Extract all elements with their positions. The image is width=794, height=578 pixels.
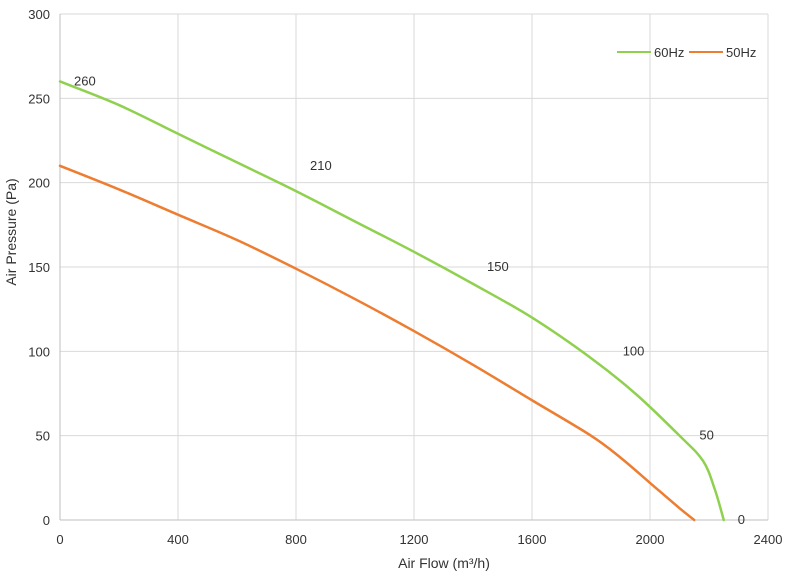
x-tick-label: 1600 [518, 532, 547, 547]
y-tick-label: 250 [28, 91, 50, 106]
grid [60, 13, 769, 520]
tick-labels: 0 400 800 1200 1600 2000 2400 0 50 100 150 200 250 30… [28, 7, 782, 547]
y-axis-title: Air Pressure (Pa) [3, 178, 19, 285]
series-line-60hz [58, 80, 725, 522]
y-tick-label: 200 [28, 176, 50, 191]
data-label: 100 [623, 343, 645, 358]
y-tick-label: 0 [43, 513, 50, 528]
data-label: 260 [74, 73, 96, 88]
y-tick-label: 300 [28, 7, 50, 22]
y-tick-label: 150 [28, 260, 50, 275]
y-tick-label: 50 [36, 429, 50, 444]
legend: 60Hz 50Hz [617, 45, 756, 60]
x-tick-label: 400 [167, 532, 189, 547]
x-tick-label: 0 [56, 532, 63, 547]
legend-label-60hz: 60Hz [654, 45, 684, 60]
x-tick-label: 1200 [400, 532, 429, 547]
x-tick-label: 2400 [754, 532, 783, 547]
x-tick-label: 800 [285, 532, 307, 547]
series-line-50hz [58, 164, 696, 522]
x-tick-label: 2000 [636, 532, 665, 547]
data-label: 150 [487, 259, 509, 274]
axes [59, 14, 768, 521]
data-label: 50 [699, 428, 713, 443]
y-tick-label: 100 [28, 344, 50, 359]
legend-label-50hz: 50Hz [726, 45, 756, 60]
series [58, 80, 725, 522]
x-axis-title: Air Flow (m³/h) [398, 555, 490, 571]
data-label: 210 [310, 158, 332, 173]
data-label: 0 [738, 512, 745, 527]
data-labels: 260 210 150 100 50 0 [74, 73, 745, 527]
